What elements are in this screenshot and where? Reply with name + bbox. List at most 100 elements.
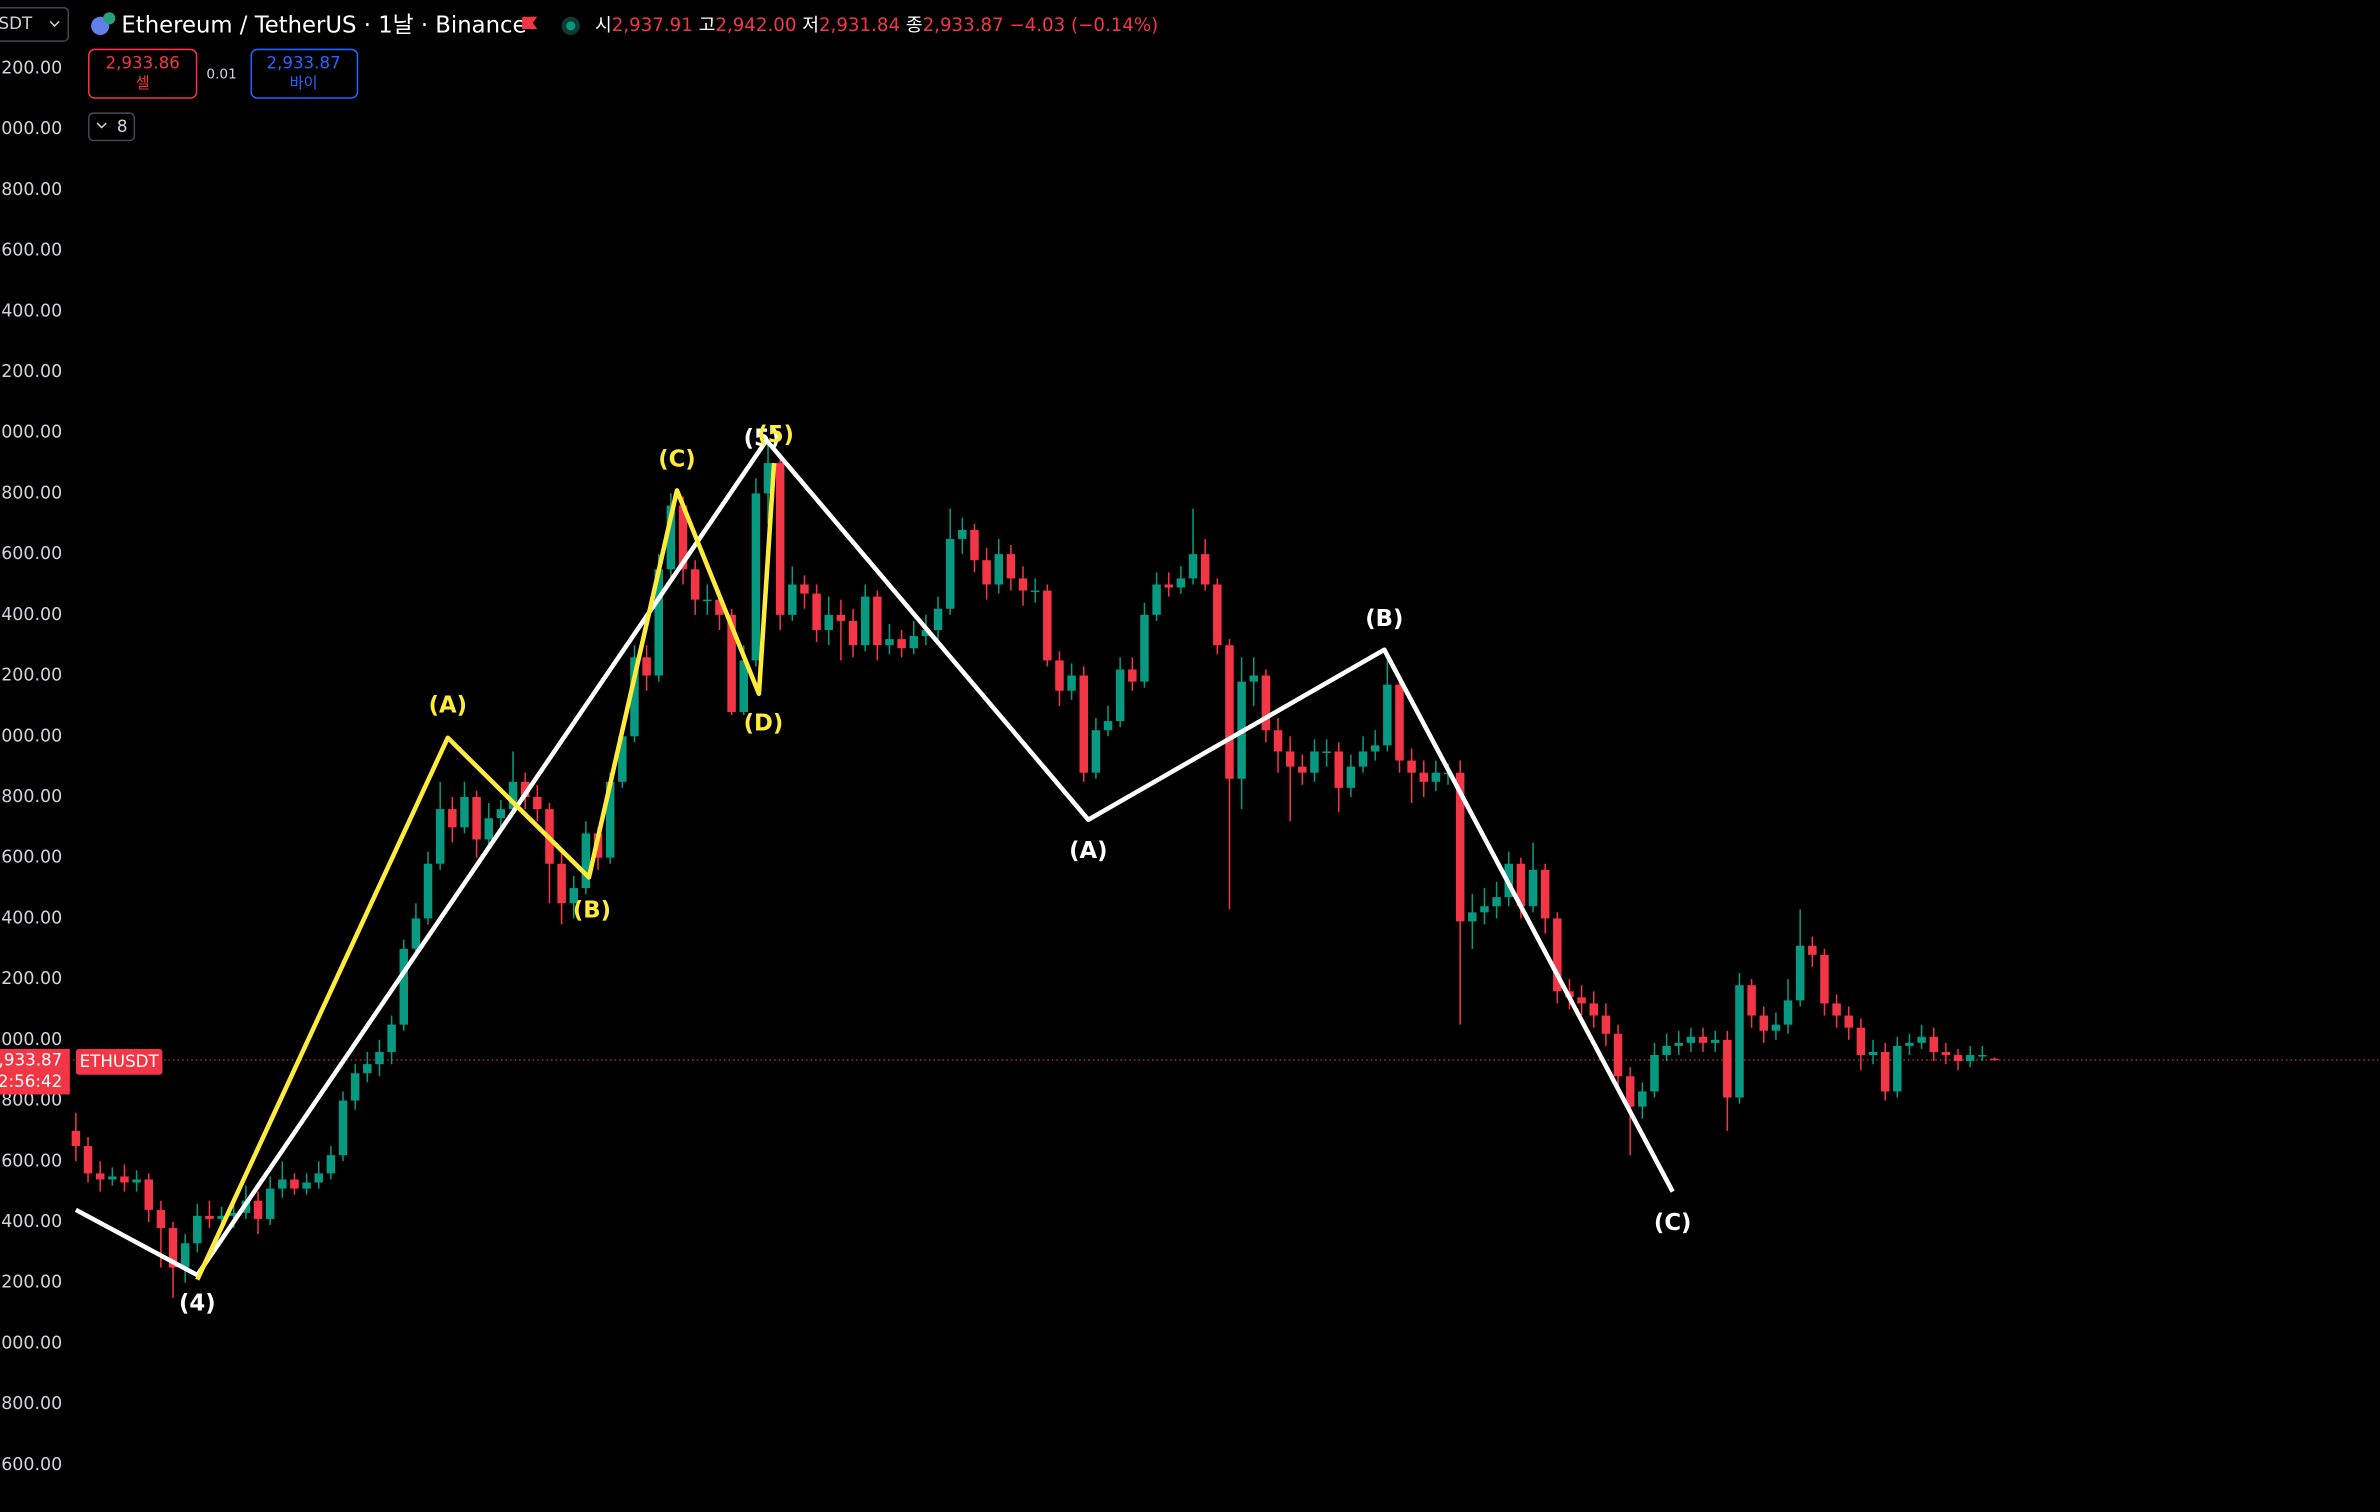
y-tick-label: 3,800.00	[0, 787, 62, 807]
candle-body	[423, 863, 433, 919]
candle-body	[1783, 1000, 1793, 1025]
candle-body	[1298, 766, 1307, 773]
y-tick-label: 6,000.00	[0, 119, 62, 139]
sell-price: 2,933.86	[106, 53, 180, 72]
candle-body	[1880, 1051, 1890, 1092]
y-tick-label: 5,800.00	[0, 180, 62, 200]
ohlc-label: 고	[699, 15, 716, 36]
candle-body	[144, 1179, 153, 1210]
wave-label: (5)	[744, 425, 781, 451]
y-tick-label: 3,200.00	[0, 969, 62, 989]
candle-body	[739, 660, 748, 712]
candle-body	[508, 781, 518, 810]
candle-body	[1638, 1091, 1647, 1107]
candle-body	[1310, 751, 1319, 773]
symbol-box[interactable]	[0, 6, 70, 42]
candle-body	[1030, 590, 1040, 593]
y-tick-label: 5,200.00	[0, 362, 62, 382]
y-tick-label: 5,600.00	[0, 241, 62, 261]
wave-label: (B)	[573, 897, 611, 923]
wave-label: (4)	[179, 1290, 216, 1316]
candle-body	[533, 796, 542, 810]
buy-price: 2,933.87	[266, 53, 340, 72]
candle-body	[1249, 675, 1258, 682]
wave-label: (A)	[1069, 838, 1107, 864]
countdown-box	[0, 1071, 70, 1095]
candle-body	[1905, 1042, 1914, 1046]
chevron	[96, 122, 107, 129]
candle-body	[654, 569, 663, 676]
candle-body	[1589, 1003, 1598, 1016]
y-tick-label: 2,800.00	[0, 1091, 62, 1111]
white-wave	[74, 438, 1675, 1278]
candle-body	[1613, 1033, 1623, 1077]
candle-body	[824, 614, 833, 631]
symbol-tag-text: ETHUSDT	[80, 1052, 160, 1071]
candle-body	[338, 1100, 348, 1156]
wave-label: (C)	[1654, 1210, 1692, 1236]
candle-body	[496, 809, 506, 819]
candle-body	[958, 529, 967, 539]
candle-body	[1140, 614, 1149, 682]
candle-body	[1261, 675, 1271, 731]
buy-button[interactable]	[250, 48, 359, 99]
candle-body	[120, 1176, 129, 1183]
candle-body	[1686, 1036, 1696, 1043]
y-tick-label: 2,400.00	[0, 1212, 62, 1232]
chart-title[interactable]: Ethereum / TetherUS · 1날 · Binance	[121, 12, 526, 38]
candle-body	[180, 1243, 190, 1268]
y-tick-label: 4,200.00	[0, 666, 62, 686]
wave-label: (D)	[744, 711, 784, 737]
candle-body	[278, 1179, 287, 1189]
candle-body	[1273, 730, 1283, 752]
candle-body	[350, 1073, 360, 1101]
candle-body	[1650, 1055, 1659, 1092]
candle-body	[1091, 730, 1101, 773]
candle-body	[812, 593, 821, 631]
candle-body	[1820, 954, 1829, 1004]
status-dot	[566, 21, 576, 31]
sell-button[interactable]	[88, 48, 198, 99]
candle-body	[994, 554, 1003, 585]
candle-body	[618, 736, 627, 782]
candle-body	[1941, 1051, 1951, 1056]
change: −4.03 (−0.14%)	[1009, 15, 1158, 36]
usdt-icon	[103, 12, 116, 25]
candle-body	[933, 608, 943, 631]
indicators-toggle[interactable]	[88, 112, 136, 142]
y-tick-label: 4,800.00	[0, 483, 62, 503]
wave-annotations: (4) (5) (A) (B) (C) (A) (B) (C) (D) (5)	[74, 422, 1692, 1316]
candle-body	[666, 505, 676, 570]
candle-body	[1674, 1042, 1683, 1046]
candle-body	[1395, 684, 1404, 761]
candle-body	[788, 584, 797, 615]
y-tick-label: 3,400.00	[0, 908, 62, 928]
candle-body	[1164, 584, 1173, 588]
ohlc-value: 2,933.87	[923, 15, 1004, 36]
y-tick-label: 2,600.00	[0, 1151, 62, 1171]
candle-body	[836, 614, 846, 621]
candle-body	[435, 809, 445, 864]
candle-body	[326, 1155, 336, 1174]
y-tick-label: 4,600.00	[0, 544, 62, 564]
candle-body	[1346, 766, 1356, 788]
candle-body	[715, 599, 724, 615]
candle-body	[970, 529, 979, 561]
candle-body	[132, 1179, 141, 1183]
ohlc-line: 시2,937.91 고2,942.00 저2,931.84 종2,933.87 …	[595, 15, 1158, 36]
candle-body	[1431, 772, 1441, 782]
candle-body	[1115, 669, 1125, 722]
candle-body	[253, 1200, 263, 1219]
y-tick-label: 3,600.00	[0, 848, 62, 868]
candle-body	[168, 1228, 178, 1268]
candle-body	[1285, 751, 1295, 767]
y-tick-label: 5,400.00	[0, 301, 62, 321]
sell-label: 셀	[136, 74, 150, 92]
candle-body	[1577, 997, 1586, 1004]
candle-body	[982, 560, 991, 585]
spread: 0.01	[206, 66, 236, 82]
flag[interactable]	[522, 16, 538, 29]
candle-body	[1698, 1036, 1708, 1043]
candle-body	[520, 781, 530, 797]
candle-body	[690, 569, 700, 600]
